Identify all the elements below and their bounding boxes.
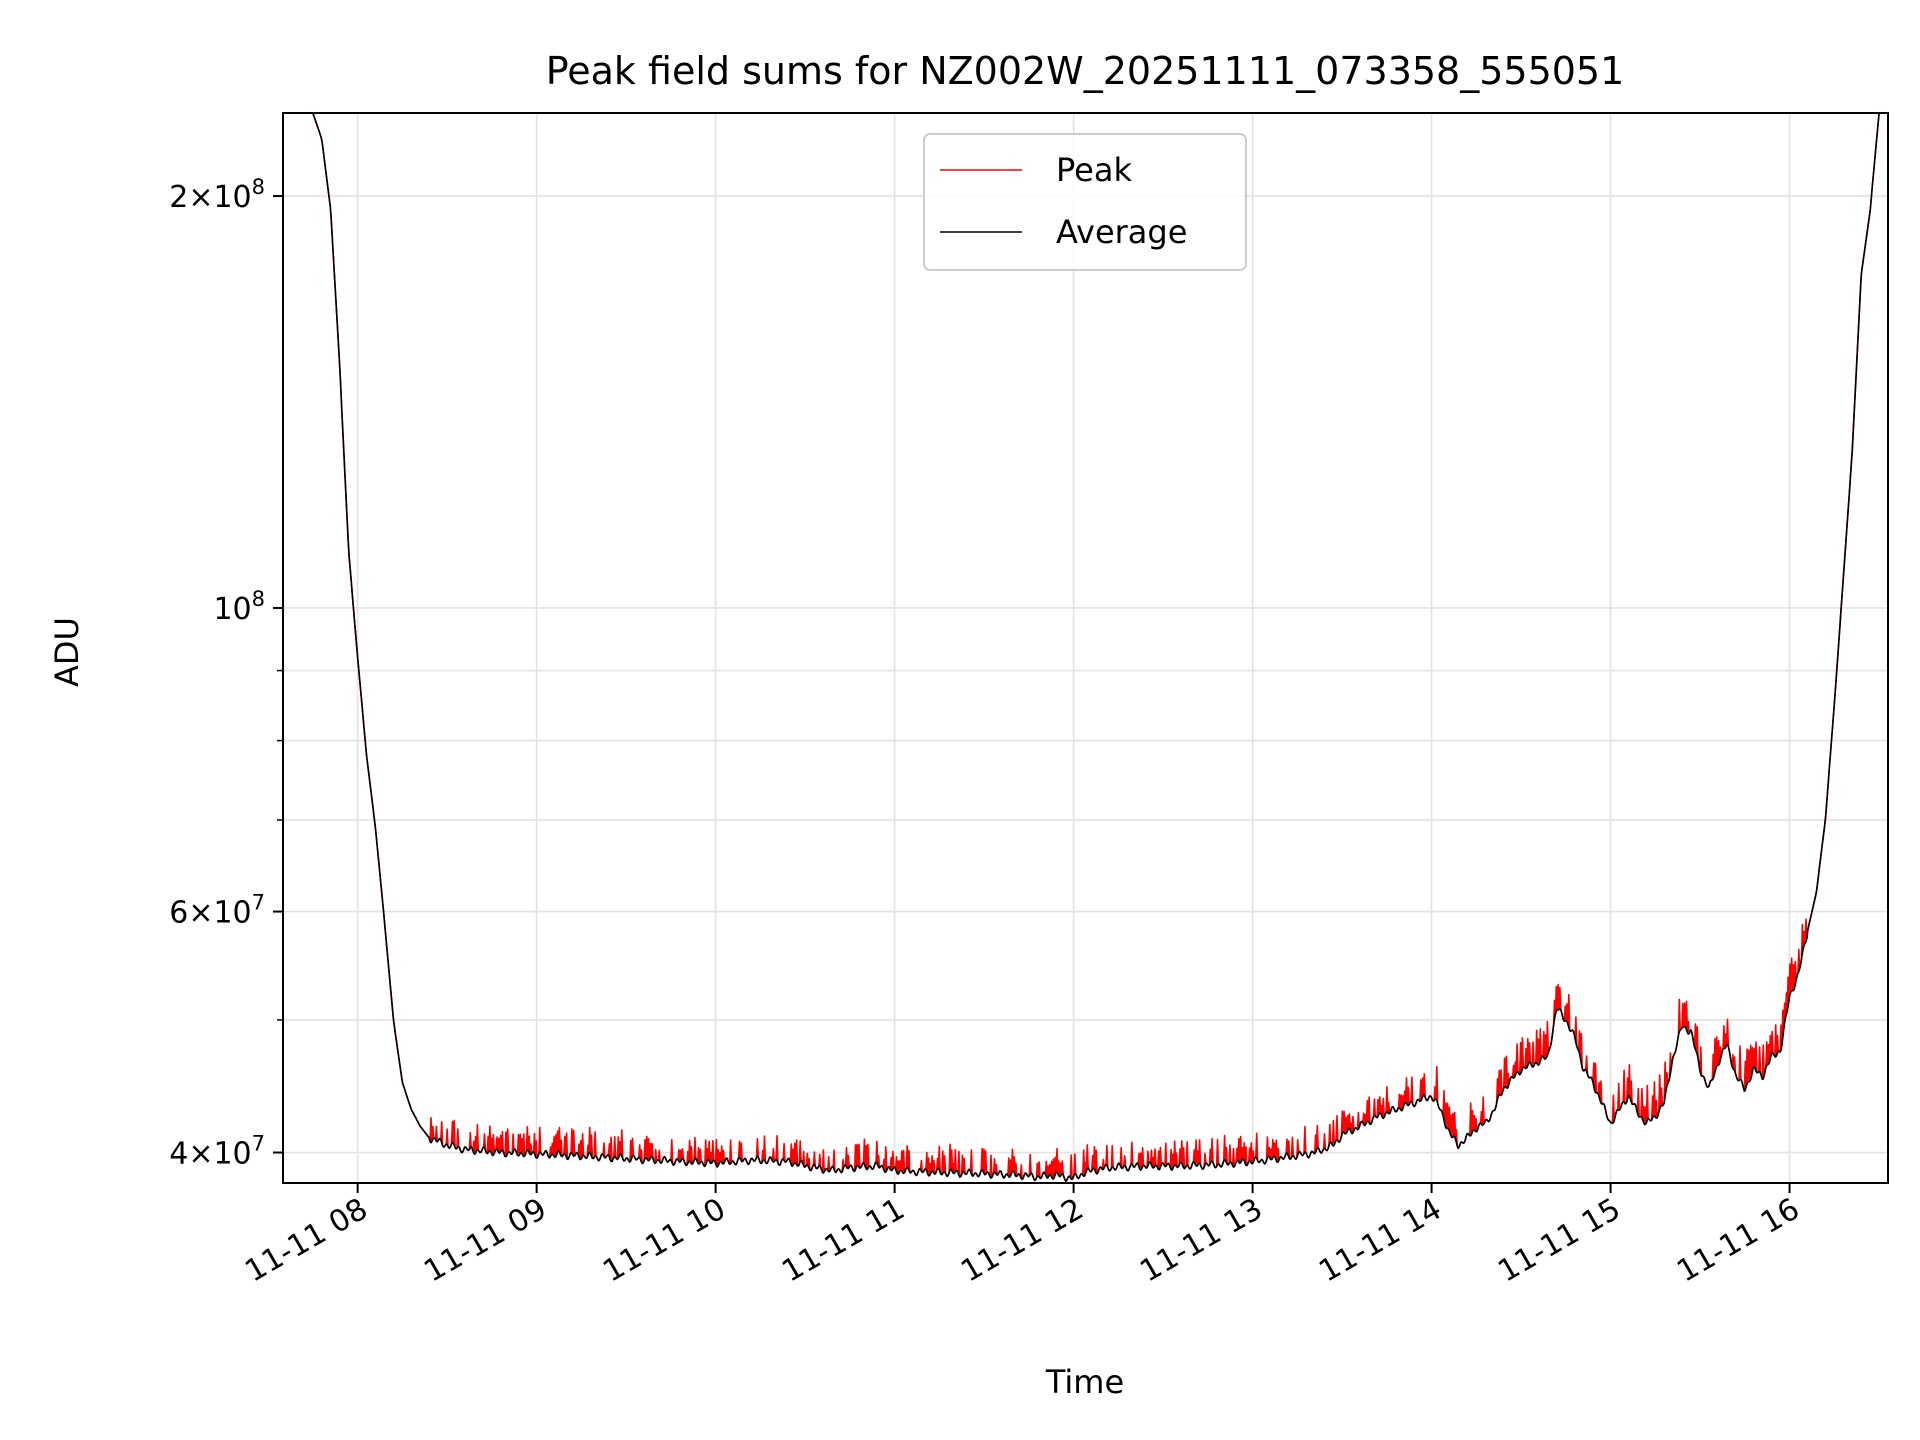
y-tick-mantissa: 6 (169, 896, 188, 931)
series-line-average (283, 112, 1888, 1182)
y-tick-label: 108 (213, 587, 265, 627)
y-tick-exponent: 7 (252, 891, 265, 915)
y-tick-base: 10 (213, 592, 251, 627)
series-layer (283, 112, 1888, 1182)
x-tick-label: 11-11 11 (776, 1192, 910, 1290)
y-tick-times: ×10 (188, 896, 251, 931)
y-tick-exponent: 8 (252, 175, 265, 199)
y-tick-label: 2×108 (169, 175, 265, 215)
series-line-peak (283, 112, 1888, 1182)
y-tick-label: 6×107 (169, 891, 265, 931)
x-tick-label: 11-11 08 (239, 1192, 373, 1290)
x-axis-label: Time (1045, 1363, 1124, 1401)
y-tick-exponent: 7 (252, 1132, 265, 1156)
y-tick-label: 4×107 (169, 1132, 265, 1172)
axis-ticks: 11-11 08 11-11 09 11-11 10 11-11 11 11-11 12… (169, 175, 1805, 1289)
x-tick-label: 11-11 16 (1671, 1192, 1805, 1290)
x-tick-label: 11-11 12 (955, 1192, 1089, 1290)
legend-label-peak: Peak (1056, 151, 1132, 189)
legend: Peak Average (923, 133, 1247, 271)
y-tick-exponent: 8 (252, 587, 265, 611)
grid-lines (283, 113, 1888, 1183)
y-tick-times: ×10 (188, 1137, 251, 1172)
y-tick-mantissa: 4 (169, 1137, 188, 1172)
y-axis-label: ADU (48, 617, 86, 687)
x-tick-label: 11-11 15 (1492, 1192, 1626, 1290)
legend-label-average: Average (1056, 213, 1187, 251)
x-tick-label: 11-11 13 (1134, 1192, 1268, 1290)
x-tick-label: 11-11 14 (1313, 1192, 1447, 1290)
x-tick-label: 11-11 10 (597, 1192, 731, 1290)
chart-title: Peak field sums for NZ002W_20251111_0733… (546, 49, 1625, 93)
y-tick-mantissa: 2 (169, 180, 188, 215)
legend-box (923, 133, 1247, 271)
y-tick-times: ×10 (188, 180, 251, 215)
x-tick-label: 11-11 09 (418, 1192, 552, 1290)
plot-frame (282, 112, 1889, 1184)
